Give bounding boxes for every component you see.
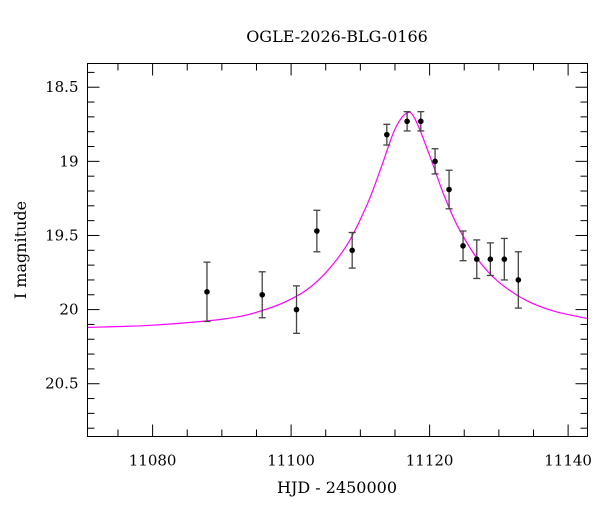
x-tick-labels: 11080 11100 11120 11140 — [129, 452, 592, 470]
data-point-marker — [460, 243, 466, 249]
y-tick-label: 20 — [59, 301, 78, 319]
x-tick-label: 11140 — [544, 452, 592, 470]
data-point — [203, 261, 211, 323]
data-point-marker — [259, 291, 266, 298]
y-tick-label: 19 — [59, 152, 78, 170]
data-point — [417, 111, 425, 132]
x-tick-label: 11100 — [267, 452, 315, 470]
y-axis-label: I magnitude — [11, 201, 30, 299]
y-tick-label: 19.5 — [45, 226, 78, 244]
data-point-marker — [473, 256, 480, 262]
data-point-marker — [515, 277, 522, 283]
data-point-marker — [349, 247, 355, 254]
data-point — [500, 237, 508, 281]
data-point — [348, 231, 356, 269]
y-tick-label: 18.5 — [45, 78, 78, 96]
data-point — [313, 209, 321, 253]
x-tick-label: 11080 — [129, 452, 177, 470]
data-point — [383, 123, 391, 146]
data-point-marker — [314, 228, 320, 234]
data-point-marker — [418, 118, 424, 125]
data-point — [459, 230, 467, 262]
data-point-marker — [487, 256, 494, 262]
data-point — [403, 111, 411, 132]
data-point-marker — [404, 118, 410, 125]
model-curve-layer — [87, 111, 588, 328]
data-point — [473, 239, 481, 280]
data-point — [486, 242, 494, 277]
y-tick-label: 20.5 — [45, 375, 78, 393]
data-points-layer — [203, 111, 522, 334]
x-tick-label: 11120 — [406, 452, 454, 470]
data-point-marker — [501, 256, 508, 262]
axis-ticks — [87, 63, 588, 437]
data-point — [431, 148, 439, 175]
y-tick-labels: 18.5 19 19.5 20 20.5 — [45, 78, 78, 393]
data-point — [258, 271, 266, 319]
data-point-marker — [446, 186, 452, 193]
data-point — [514, 251, 522, 309]
data-point — [445, 169, 453, 210]
data-point-marker — [432, 158, 438, 165]
chart-title: OGLE-2026-BLG-0166 — [246, 27, 428, 46]
model-curve-line — [87, 111, 588, 328]
data-point-marker — [293, 306, 300, 313]
data-point-marker — [384, 131, 390, 138]
x-axis-label: HJD - 2450000 — [277, 478, 397, 497]
data-point-marker — [204, 289, 210, 295]
plot-frame — [87, 63, 588, 437]
data-point — [293, 285, 301, 334]
